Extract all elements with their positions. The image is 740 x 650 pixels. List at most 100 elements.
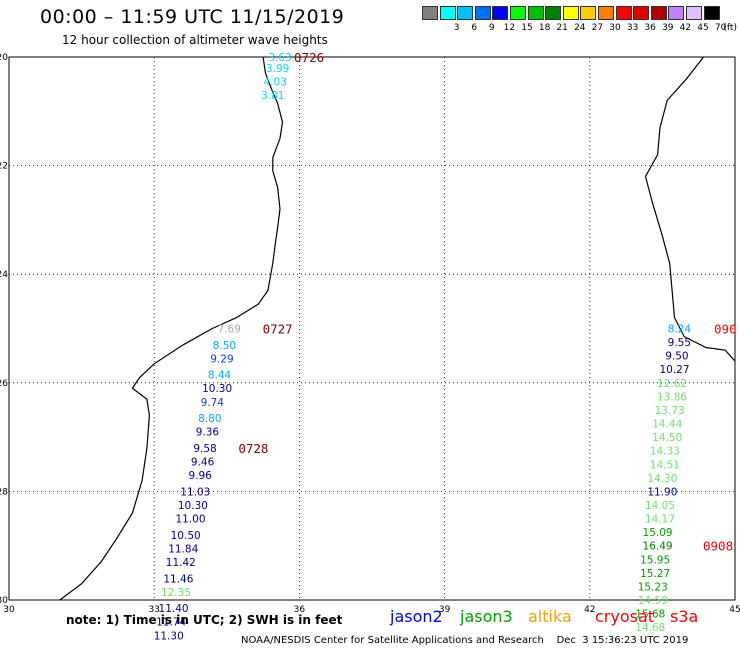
wave-height-value: 10.30	[178, 500, 208, 512]
legend-swatch	[668, 6, 685, 20]
wave-height-value: 15.09	[643, 527, 673, 539]
footer-note: note: 1) Time is in UTC; 2) SWH is in fe…	[66, 613, 343, 627]
satellite-name: jason3	[460, 607, 513, 626]
wave-height-value: 15.68	[635, 609, 665, 621]
legend-label: 18	[538, 23, 551, 33]
wave-height-value: 10.27	[659, 364, 689, 376]
wave-height-value: 4.03	[264, 76, 287, 88]
legend-label: 42	[679, 23, 692, 33]
map-frame	[8, 56, 736, 601]
wave-height-value: 11.03	[180, 486, 210, 498]
wave-height-value: 15.27	[640, 568, 670, 580]
wave-height-value: 14.68	[635, 622, 665, 634]
x-tick-label: 45	[729, 605, 740, 615]
legend-swatch	[703, 6, 720, 20]
x-tick-label: 39	[439, 605, 451, 615]
wave-height-value: 8.80	[198, 413, 221, 425]
legend-swatch	[650, 6, 667, 20]
wave-height-value: 11.30	[154, 630, 184, 642]
wave-height-value: 9.36	[196, 427, 220, 439]
y-tick-label: -30	[0, 596, 8, 606]
wave-height-value: 15.95	[640, 554, 670, 566]
legend-label: 12	[503, 23, 516, 33]
wave-height-value: 14.44	[652, 419, 682, 431]
wave-height-value: 11.00	[175, 514, 205, 526]
wave-height-value: 14.17	[645, 514, 675, 526]
legend-swatch	[580, 6, 597, 20]
wave-height-value: 3.81	[261, 90, 284, 102]
wave-height-value: 9.29	[210, 353, 233, 365]
pass-time-tag: 0726	[294, 50, 324, 65]
legend-swatch	[615, 6, 632, 20]
y-tick-label: -24	[0, 270, 8, 280]
x-tick-label: 36	[294, 605, 306, 615]
legend-swatch	[562, 6, 579, 20]
legend-label: 15	[521, 23, 533, 33]
wave-height-value: 14.59	[638, 595, 668, 607]
satellite-name: altika	[528, 607, 572, 626]
wave-height-value: 9.55	[668, 337, 691, 349]
legend-label: 39	[662, 23, 674, 33]
wave-height-value: 14.33	[650, 446, 680, 458]
satellite-name: cryosat	[595, 607, 655, 626]
legend-unit: (ft)	[723, 23, 737, 33]
wave-height-value: 7.69	[218, 324, 241, 336]
legend-swatch	[510, 6, 526, 20]
wave-height-value: 8.24	[668, 324, 692, 336]
wave-height-value: 12.35	[161, 587, 191, 599]
wave-height-value: 11.84	[168, 543, 198, 555]
pass-time-tag: 090	[714, 322, 737, 337]
wave-height-value: 11.90	[647, 486, 677, 498]
wave-height-value: 13.86	[657, 391, 687, 403]
wave-height-value: 9.74	[201, 397, 225, 409]
pass-time-tag: 0908	[703, 539, 733, 554]
legend-label: 24	[574, 23, 586, 33]
pass-time-tag: 0727	[263, 322, 293, 337]
x-tick-label: 42	[584, 605, 595, 615]
legend-label: 21	[556, 23, 568, 33]
legend-label: 6	[471, 23, 478, 33]
y-tick-label: -28	[0, 487, 8, 497]
legend-swatch	[527, 6, 544, 20]
legend-label: 9	[488, 23, 495, 33]
wave-height-value: 14.30	[647, 473, 677, 485]
satellite-name: s3a	[670, 607, 699, 626]
wave-height-value: 11.74	[156, 617, 186, 629]
wave-height-value: 3.99	[266, 63, 289, 75]
legend-label: 27	[591, 23, 604, 33]
y-tick-label: -26	[0, 379, 8, 389]
satellite-name: jason2	[390, 607, 443, 626]
wave-height-value: 14.51	[650, 459, 680, 471]
legend-swatch	[422, 6, 438, 20]
legend-label: 33	[626, 23, 639, 33]
wave-height-value: 16.49	[643, 541, 673, 553]
wave-height-value: 8.44	[208, 370, 232, 382]
wave-height-value: 15.23	[638, 581, 668, 593]
wave-height-value: 11.46	[163, 573, 193, 585]
wave-height-value: 14.50	[652, 432, 682, 444]
wave-height-value: 10.30	[202, 383, 232, 395]
coastline-africa	[59, 56, 284, 601]
wave-height-value: 3.63	[268, 52, 291, 64]
pass-time-tag: 0728	[238, 441, 268, 456]
legend-swatch	[439, 6, 456, 20]
y-tick-label: -22	[0, 162, 8, 172]
wave-height-value: 14.05	[645, 500, 675, 512]
wave-height-value: 13.73	[655, 405, 685, 417]
legend-swatch	[492, 6, 509, 20]
legend-swatch	[633, 6, 650, 20]
wave-height-value: 9.96	[188, 470, 212, 482]
legend-label: 36	[644, 23, 656, 33]
y-tick-label: -20	[0, 53, 8, 63]
wave-height-value: 9.50	[665, 351, 688, 363]
wave-height-value: 11.42	[166, 557, 196, 569]
wave-height-value: 8.50	[213, 340, 236, 352]
legend-label: 70	[714, 23, 727, 33]
legend-label: 30	[609, 23, 621, 33]
wave-height-value: 9.58	[193, 443, 216, 455]
wave-height-value: 10.50	[171, 530, 201, 542]
credit-line: NOAA/NESDIS Center for Satellite Applica…	[241, 635, 689, 646]
map-subtitle: 12 hour collection of altimeter wave hei…	[62, 33, 328, 47]
map-title: 00:00 – 11:59 UTC 11/15/2019	[40, 6, 345, 28]
